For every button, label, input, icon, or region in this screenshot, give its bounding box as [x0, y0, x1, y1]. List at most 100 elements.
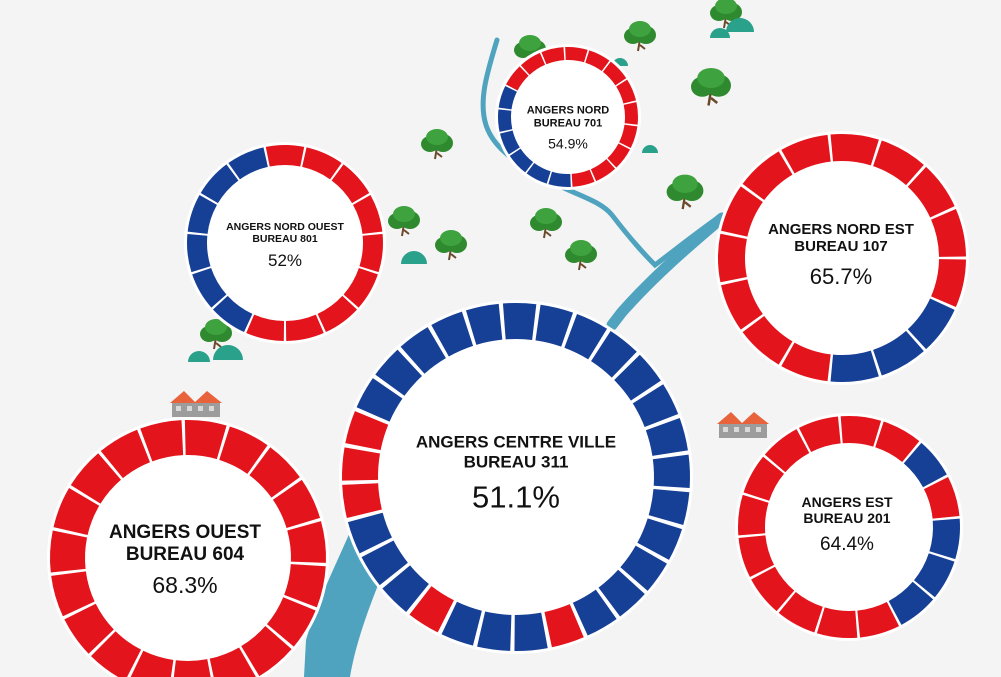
label-angers-nord-est: ANGERS NORD EST BUREAU 107 65.7% — [768, 221, 914, 289]
office-name-line2: BUREAU 107 — [794, 238, 888, 256]
donut-hole — [766, 444, 932, 610]
donut-segment — [798, 416, 841, 453]
office-name-line2: BUREAU 604 — [125, 543, 245, 565]
donut-segment — [192, 268, 227, 308]
donut-chart-1 — [495, 44, 641, 190]
donut-segment — [302, 147, 342, 180]
donut-chart-4 — [339, 300, 693, 654]
donut-segment — [875, 421, 920, 462]
donut-chart-3 — [715, 131, 969, 385]
donut-segment — [781, 134, 831, 174]
donut-segment — [923, 476, 960, 519]
donut-segment — [840, 416, 882, 447]
bush-icon — [710, 28, 730, 38]
percentage-value: 52% — [267, 251, 303, 271]
office-name-line1: ANGERS EST — [801, 493, 893, 510]
donut-segment — [353, 195, 383, 234]
percentage-value: 51.1% — [472, 479, 560, 515]
donut-segment — [602, 61, 627, 86]
donut-segment — [526, 162, 551, 184]
house-icon — [170, 391, 222, 417]
donut-segment — [564, 314, 608, 360]
office-name-line1: ANGERS NORD EST — [768, 221, 914, 239]
tree-icon — [435, 230, 467, 261]
office-name-line1: ANGERS NORD — [526, 104, 610, 117]
donut-segment — [873, 330, 924, 376]
percentage-value: 64.4% — [820, 534, 874, 556]
percentage-value: 65.7% — [809, 263, 873, 289]
tree-icon — [388, 206, 420, 237]
donut-hole — [512, 61, 624, 173]
office-name-line2: BUREAU 311 — [463, 452, 569, 472]
donut-segment — [212, 295, 253, 333]
donut-charts — [47, 44, 969, 677]
donut-segment — [441, 601, 482, 646]
donut-segment — [873, 140, 924, 186]
donut-segment — [632, 384, 679, 428]
donut-segment — [778, 592, 823, 633]
donut-segment — [317, 295, 358, 333]
donut-segment — [565, 47, 588, 63]
donut-segment — [409, 586, 454, 633]
donut-hole — [86, 456, 290, 660]
donut-segment — [548, 171, 571, 187]
donut-segment — [931, 208, 966, 257]
donut-chart-5 — [735, 413, 963, 641]
donut-segment — [477, 611, 512, 651]
donut-segment — [506, 66, 529, 91]
donut-segment — [738, 494, 769, 536]
donut-segment — [90, 631, 142, 677]
donut-segment — [781, 342, 831, 382]
donut-segment — [903, 442, 947, 488]
donut-segment — [907, 166, 955, 218]
donut-segment — [498, 109, 513, 132]
donut-segment — [64, 603, 114, 654]
donut-segment — [241, 626, 292, 677]
donut-segment — [356, 378, 403, 422]
donut-segment — [49, 530, 88, 573]
donut-segment — [100, 429, 151, 479]
label-angers-centre-ville: ANGERS CENTRE VILLE BUREAU 311 51.1% — [416, 433, 616, 516]
tree-icon — [624, 21, 656, 52]
donut-segment — [830, 350, 879, 382]
label-angers-nord: ANGERS NORD BUREAU 701 54.9% — [527, 104, 610, 151]
house-icon — [717, 412, 769, 438]
donut-chart-6 — [47, 417, 329, 677]
donut-segment — [187, 195, 217, 234]
tree-icon — [691, 68, 731, 106]
label-angers-est: ANGERS EST BUREAU 201 64.4% — [801, 494, 892, 556]
donut-segment — [284, 564, 326, 608]
donut-segment — [187, 233, 211, 273]
donut-segment — [499, 130, 520, 155]
donut-segment — [620, 545, 667, 591]
donut-segment — [361, 540, 408, 586]
donut-segment — [520, 52, 546, 75]
percentage-value: 54.9% — [548, 135, 588, 152]
donut-segment — [249, 447, 300, 498]
bush-icon — [401, 251, 427, 264]
label-angers-ouest: ANGERS OUEST BUREAU 604 68.3% — [109, 522, 261, 598]
donut-segment — [648, 489, 690, 526]
donut-segment — [585, 50, 610, 72]
donut-segment — [616, 79, 637, 104]
donut-segment — [219, 426, 268, 474]
donut-segment — [287, 521, 326, 563]
river-stream — [480, 37, 725, 269]
donut-segment — [607, 143, 630, 168]
donut-segment — [931, 259, 966, 308]
donut-segment — [764, 429, 810, 473]
donut-segment — [342, 483, 382, 518]
donut-segment — [857, 601, 900, 638]
donut-segment — [652, 454, 690, 488]
donut-segment — [721, 186, 763, 237]
donut-segment — [173, 659, 211, 677]
bush-icon — [213, 345, 243, 360]
donut-segment — [359, 233, 383, 273]
donut-segment — [914, 553, 955, 598]
donut-segment — [590, 159, 616, 182]
donut-segment — [742, 151, 793, 201]
tree-icon — [710, 0, 742, 29]
donut-segment — [572, 589, 617, 636]
